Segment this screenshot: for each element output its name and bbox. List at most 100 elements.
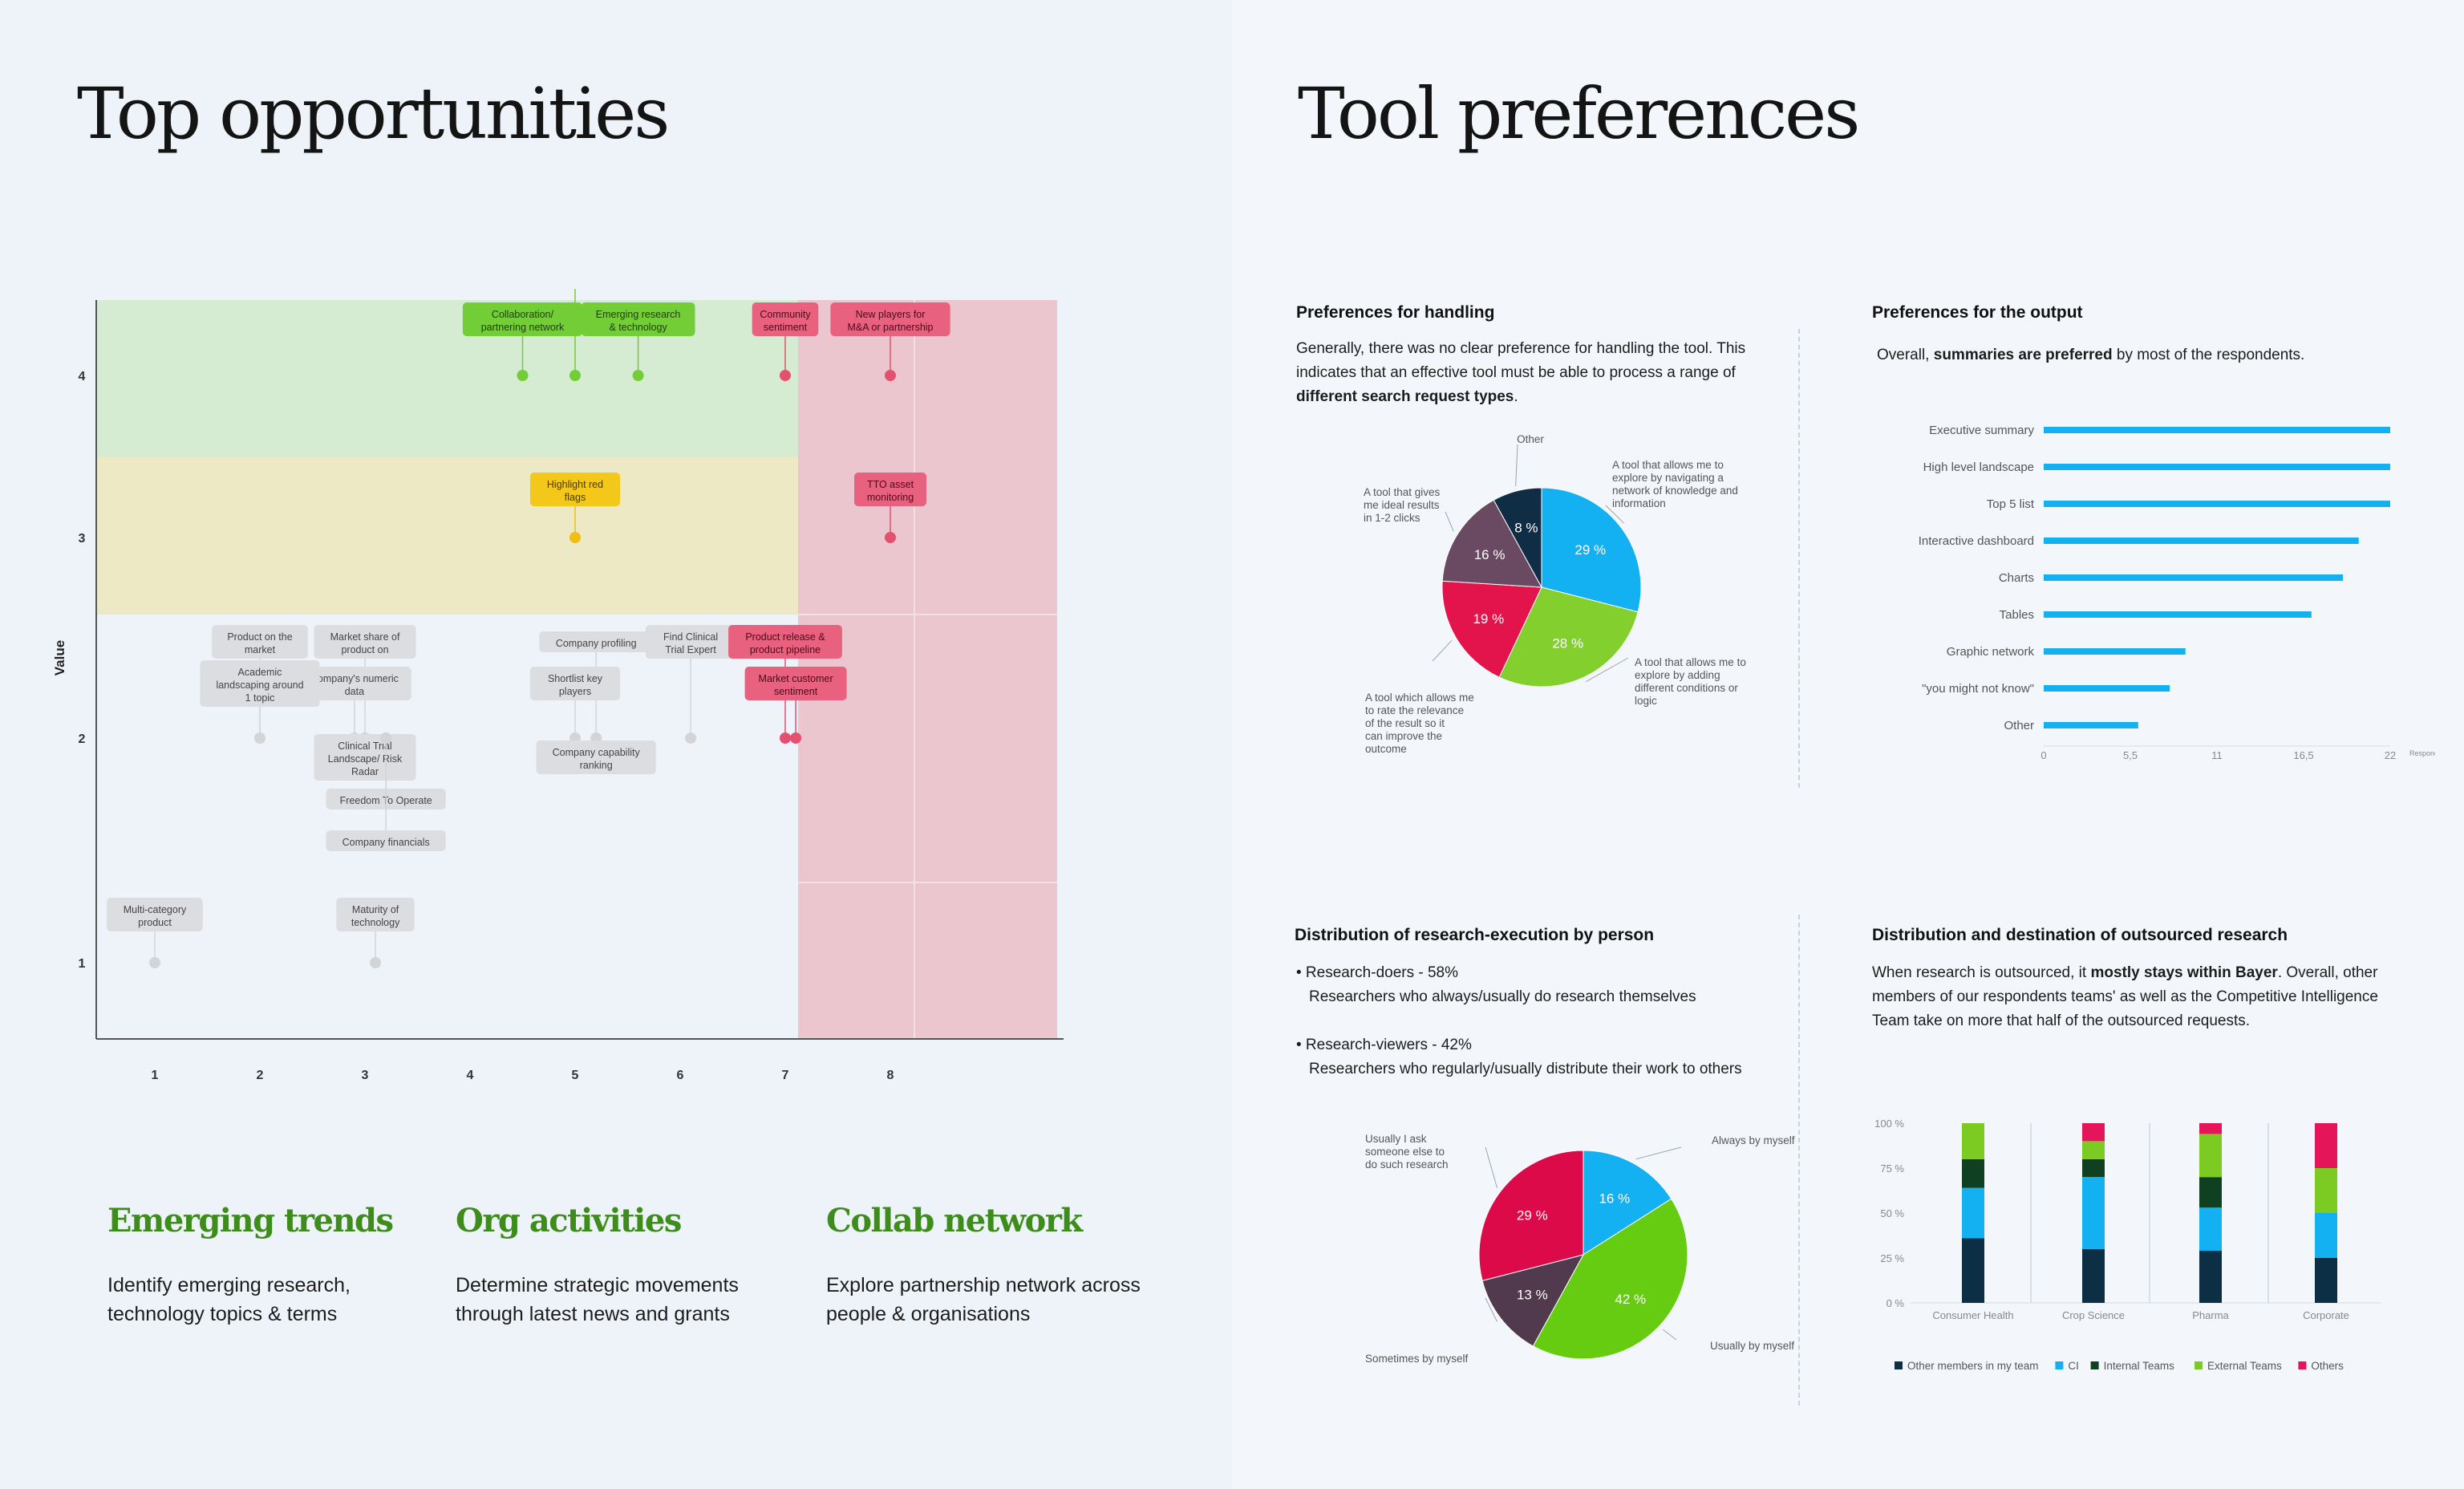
execution-pie-category-label: Usually I ask bbox=[1365, 1133, 1427, 1145]
tool-preferences-panel: Tool preferences Preferences for handlin… bbox=[1232, 0, 2464, 1489]
hbar-bar bbox=[2044, 611, 2312, 618]
hbar-x-tick: 0 bbox=[2040, 749, 2046, 761]
matrix-item-dot bbox=[569, 532, 581, 543]
matrix-item-dot bbox=[632, 370, 644, 381]
matrix-item-label: Company profiling bbox=[556, 638, 637, 649]
stack-segment bbox=[2082, 1141, 2105, 1159]
stack-segment bbox=[2199, 1177, 2222, 1208]
stack-y-tick: 100 % bbox=[1874, 1118, 1904, 1130]
stack-segment bbox=[1962, 1187, 1984, 1239]
matrix-item-label-box bbox=[212, 625, 308, 659]
matrix-item-label: Company capability bbox=[553, 747, 641, 758]
matrix-item: Collaboration/partnering network bbox=[462, 302, 583, 381]
matrix-item-label: Landscape/ Risk bbox=[328, 753, 403, 765]
matrix-item-label-box bbox=[314, 734, 416, 781]
matrix-item-label: ranking bbox=[580, 760, 613, 771]
handling-pie-category-label: outcome bbox=[1365, 743, 1407, 755]
matrix-item-dot bbox=[685, 732, 697, 744]
stack-segment bbox=[2082, 1248, 2105, 1303]
execution-bullet1-body: Researchers who always/usually do resear… bbox=[1309, 988, 1696, 1005]
matrix-item-label: Academic bbox=[238, 667, 282, 678]
matrix-item-label-box bbox=[529, 473, 621, 506]
matrix-item-label: players bbox=[559, 686, 591, 697]
matrix-item-label: Radar bbox=[351, 766, 379, 777]
matrix-item-label-box bbox=[646, 625, 736, 659]
stack-segment bbox=[2315, 1123, 2337, 1168]
stack-legend-label: CI bbox=[2068, 1360, 2079, 1372]
matrix-item-label-box bbox=[539, 631, 654, 652]
matrix-item-dot bbox=[517, 370, 529, 381]
matrix-item: Multi-category product bbox=[107, 898, 203, 968]
matrix-item-label: Community bbox=[760, 309, 811, 320]
matrix-item-dot bbox=[380, 732, 392, 744]
matrix-item-label-box bbox=[529, 667, 621, 700]
hbar-x-axis-title: Respondents bbox=[2409, 749, 2435, 757]
stack-legend-label: Internal Teams bbox=[2104, 1360, 2175, 1372]
outsourced-text-a: When research is outsourced, it bbox=[1872, 964, 2091, 981]
execution-pie-slice bbox=[1478, 1150, 1584, 1281]
hbar-category-label: Top 5 list bbox=[1987, 497, 2035, 511]
handling-pie-category-label: A tool which allows me bbox=[1365, 692, 1474, 704]
stack-category-label: Consumer Health bbox=[1932, 1309, 2013, 1321]
handling-pie-slice bbox=[1541, 487, 1642, 613]
card-title-emerging-trends: Emerging trends bbox=[107, 1202, 394, 1239]
hbar-bar bbox=[2044, 501, 2390, 507]
handling-pie-category-label: A tool that allows me to bbox=[1635, 656, 1746, 668]
matrix-item-label: TTO asset bbox=[867, 479, 914, 490]
execution-pie-leader-line bbox=[1635, 1146, 1682, 1160]
stack-segment bbox=[2315, 1213, 2337, 1258]
matrix-item-label: Highlight red bbox=[547, 479, 603, 490]
stack-segment bbox=[2199, 1134, 2222, 1178]
output-text-b: by most of the respondents. bbox=[2112, 347, 2305, 363]
stack-legend-label: External Teams bbox=[2207, 1360, 2282, 1372]
x-tick-label: 7 bbox=[782, 1069, 789, 1082]
handling-text: Generally, there was no clear preference… bbox=[1296, 337, 1761, 409]
matrix-item-label: Multi-category bbox=[124, 904, 187, 915]
matrix-item-label-box bbox=[728, 625, 842, 659]
matrix-item-dot bbox=[370, 957, 382, 968]
matrix-item: Maturity of technology bbox=[336, 898, 415, 968]
hbar-bar bbox=[2044, 574, 2344, 581]
card-desc-emerging-trends: Identify emerging research, technology t… bbox=[107, 1274, 351, 1325]
hbar-category-label: "you might not know" bbox=[1922, 682, 2034, 696]
execution-pie-slice bbox=[1481, 1254, 1584, 1347]
execution-bullet2-head: • Research-viewers - 42% bbox=[1296, 1037, 1472, 1053]
hbar-bar bbox=[2044, 538, 2359, 544]
execution-pie-value-label: 29 % bbox=[1517, 1208, 1548, 1223]
matrix-item-label: New players for bbox=[856, 309, 926, 320]
x-tick-label: 1 bbox=[152, 1069, 159, 1082]
matrix-item: New players for M&A or partnership bbox=[830, 302, 950, 381]
hbar-x-tick: 22 bbox=[2385, 749, 2396, 761]
handling-pie-category-label: explore by navigating a bbox=[1612, 472, 1724, 484]
stack-category-label: Corporate bbox=[2303, 1309, 2349, 1321]
hbar-bar bbox=[2044, 464, 2390, 470]
outsourced-title: Distribution and destination of outsourc… bbox=[1872, 926, 2288, 944]
matrix-item-label: Product on the bbox=[227, 631, 292, 643]
handling-pie-leader-line bbox=[1432, 639, 1453, 662]
stack-segment bbox=[1962, 1238, 1984, 1303]
matrix-item-label: flags bbox=[565, 492, 586, 503]
card-title-org-activities: Org activities bbox=[456, 1202, 682, 1239]
matrix-item-label-box bbox=[830, 302, 950, 336]
matrix-item-label-box bbox=[744, 667, 847, 700]
matrix-item: Product release &product pipeline bbox=[728, 625, 842, 744]
stack-segment bbox=[2199, 1251, 2222, 1303]
hbar-category-label: Other bbox=[2004, 719, 2034, 732]
hbar-category-label: Interactive dashboard bbox=[1919, 534, 2034, 548]
matrix-item: Market customer sentiment bbox=[744, 667, 847, 744]
handling-pie-value-label: 19 % bbox=[1473, 611, 1504, 627]
matrix-item-label: landscaping around bbox=[216, 680, 303, 691]
stack-y-tick: 50 % bbox=[1880, 1207, 1904, 1219]
handling-pie-category-label: network of knowledge and bbox=[1612, 485, 1738, 497]
stack-y-tick: 75 % bbox=[1880, 1162, 1904, 1175]
vertical-divider-top bbox=[1798, 329, 1800, 788]
handling-text-a: Generally, there was no clear preference… bbox=[1296, 340, 1746, 381]
y-tick-label: 1 bbox=[79, 957, 86, 971]
matrix-item-dot bbox=[149, 957, 160, 968]
hbar-x-tick: 11 bbox=[2211, 749, 2223, 761]
matrix-item-label: Find Clinical bbox=[663, 631, 718, 643]
matrix-item: Shortlist key players bbox=[529, 667, 621, 744]
outsourced-text-bold: mostly stays within Bayer bbox=[2090, 964, 2278, 981]
matrix-item: Emerging research & technology bbox=[581, 302, 695, 381]
